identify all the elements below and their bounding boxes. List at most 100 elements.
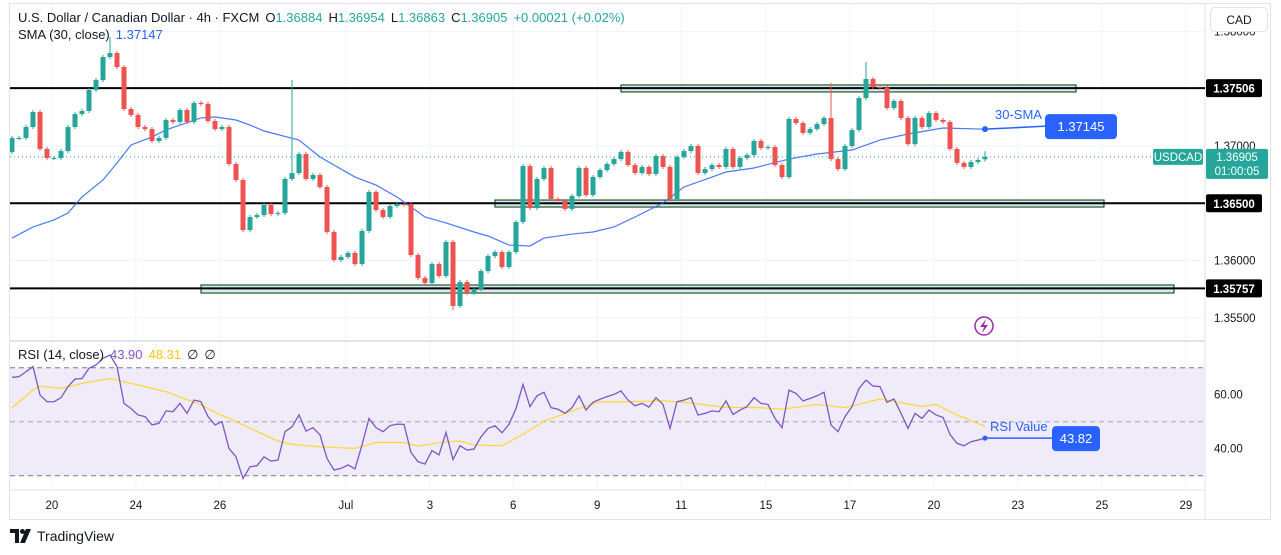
candle[interactable]	[912, 115, 918, 147]
rsi-label[interactable]: RSI (14, close)	[18, 347, 104, 362]
candle[interactable]	[177, 107, 183, 125]
candle[interactable]	[555, 196, 561, 204]
candle[interactable]	[807, 126, 813, 136]
candle[interactable]	[289, 80, 295, 182]
candle[interactable]	[16, 135, 22, 141]
candle[interactable]	[674, 154, 680, 202]
candle[interactable]	[730, 146, 736, 170]
candle[interactable]	[65, 124, 71, 154]
candle[interactable]	[520, 163, 526, 225]
candle[interactable]	[814, 121, 820, 132]
candle[interactable]	[37, 109, 43, 152]
candle[interactable]	[93, 77, 99, 93]
candle[interactable]	[604, 161, 610, 173]
sma-30-line[interactable]	[11, 116, 986, 247]
candle[interactable]	[702, 166, 708, 176]
candle[interactable]	[562, 198, 568, 212]
candle[interactable]	[940, 117, 946, 125]
candle[interactable]	[464, 279, 470, 296]
candle[interactable]	[254, 212, 260, 220]
candle[interactable]	[191, 100, 197, 125]
candle[interactable]	[30, 109, 36, 130]
rsi-line[interactable]	[11, 354, 986, 480]
candle[interactable]	[828, 83, 834, 162]
sma-callout-box[interactable]	[1045, 114, 1117, 140]
candle[interactable]	[310, 172, 316, 182]
candle[interactable]	[219, 124, 225, 132]
tradingview-logo[interactable]: TradingView	[10, 528, 114, 544]
candle[interactable]	[142, 124, 148, 132]
candle[interactable]	[492, 249, 498, 259]
candle[interactable]	[233, 161, 239, 183]
candle[interactable]	[611, 156, 617, 167]
sma-legend[interactable]: SMA (30, close) 1.37147	[18, 27, 163, 42]
candle[interactable]	[247, 214, 253, 233]
sma-label[interactable]: SMA (30, close)	[18, 27, 110, 42]
candle[interactable]	[513, 219, 519, 255]
candle[interactable]	[394, 201, 400, 209]
candle[interactable]	[737, 155, 743, 170]
candle[interactable]	[338, 254, 344, 263]
candle[interactable]	[695, 143, 701, 176]
candle[interactable]	[275, 210, 281, 217]
candle[interactable]	[527, 163, 533, 211]
candle[interactable]	[723, 146, 729, 170]
candle[interactable]	[863, 61, 869, 101]
candle[interactable]	[72, 111, 78, 130]
candle[interactable]	[751, 138, 757, 158]
rsi-callout-box[interactable]	[1052, 426, 1100, 452]
candle[interactable]	[485, 253, 491, 274]
candle[interactable]	[569, 193, 575, 212]
candle[interactable]	[303, 151, 309, 182]
candle[interactable]	[779, 162, 785, 180]
candle[interactable]	[128, 106, 134, 118]
candle[interactable]	[471, 286, 477, 296]
candle[interactable]	[667, 164, 673, 202]
candle[interactable]	[184, 107, 190, 125]
candle[interactable]	[800, 120, 806, 136]
candle[interactable]	[387, 203, 393, 220]
candle[interactable]	[499, 249, 505, 270]
candle[interactable]	[415, 252, 421, 281]
lightning-icon[interactable]	[974, 316, 994, 336]
candle[interactable]	[632, 162, 638, 176]
candle[interactable]	[324, 184, 330, 235]
candle[interactable]	[646, 164, 652, 177]
rsi-legend[interactable]: RSI (14, close) 43.90 48.31 ∅ ∅	[18, 347, 216, 363]
candle[interactable]	[541, 165, 547, 182]
candle[interactable]	[331, 229, 337, 263]
candle[interactable]	[268, 202, 274, 217]
candle[interactable]	[79, 108, 85, 117]
candle[interactable]	[961, 160, 967, 170]
candle[interactable]	[352, 250, 358, 267]
candle[interactable]	[450, 239, 456, 310]
candle[interactable]	[681, 148, 687, 160]
candle[interactable]	[905, 115, 911, 147]
candle[interactable]	[261, 202, 267, 218]
candle[interactable]	[898, 98, 904, 121]
candle[interactable]	[758, 138, 764, 151]
candle[interactable]	[639, 164, 645, 176]
candle[interactable]	[212, 118, 218, 132]
candle[interactable]	[842, 143, 848, 172]
candle[interactable]	[436, 261, 442, 279]
candle[interactable]	[114, 50, 120, 70]
candle[interactable]	[786, 116, 792, 180]
candle[interactable]	[121, 64, 127, 112]
candle[interactable]	[457, 279, 463, 309]
candle[interactable]	[86, 87, 92, 114]
candle[interactable]	[282, 176, 288, 216]
candle[interactable]	[366, 189, 372, 234]
candle[interactable]	[625, 149, 631, 168]
candle[interactable]	[226, 124, 232, 167]
candle[interactable]	[44, 146, 50, 161]
candle[interactable]	[660, 153, 666, 170]
candle[interactable]	[240, 177, 246, 233]
candle[interactable]	[401, 201, 407, 207]
candle[interactable]	[933, 110, 939, 123]
candle[interactable]	[317, 172, 323, 190]
candle[interactable]	[359, 228, 365, 267]
candle[interactable]	[821, 115, 827, 127]
candle[interactable]	[653, 153, 659, 177]
